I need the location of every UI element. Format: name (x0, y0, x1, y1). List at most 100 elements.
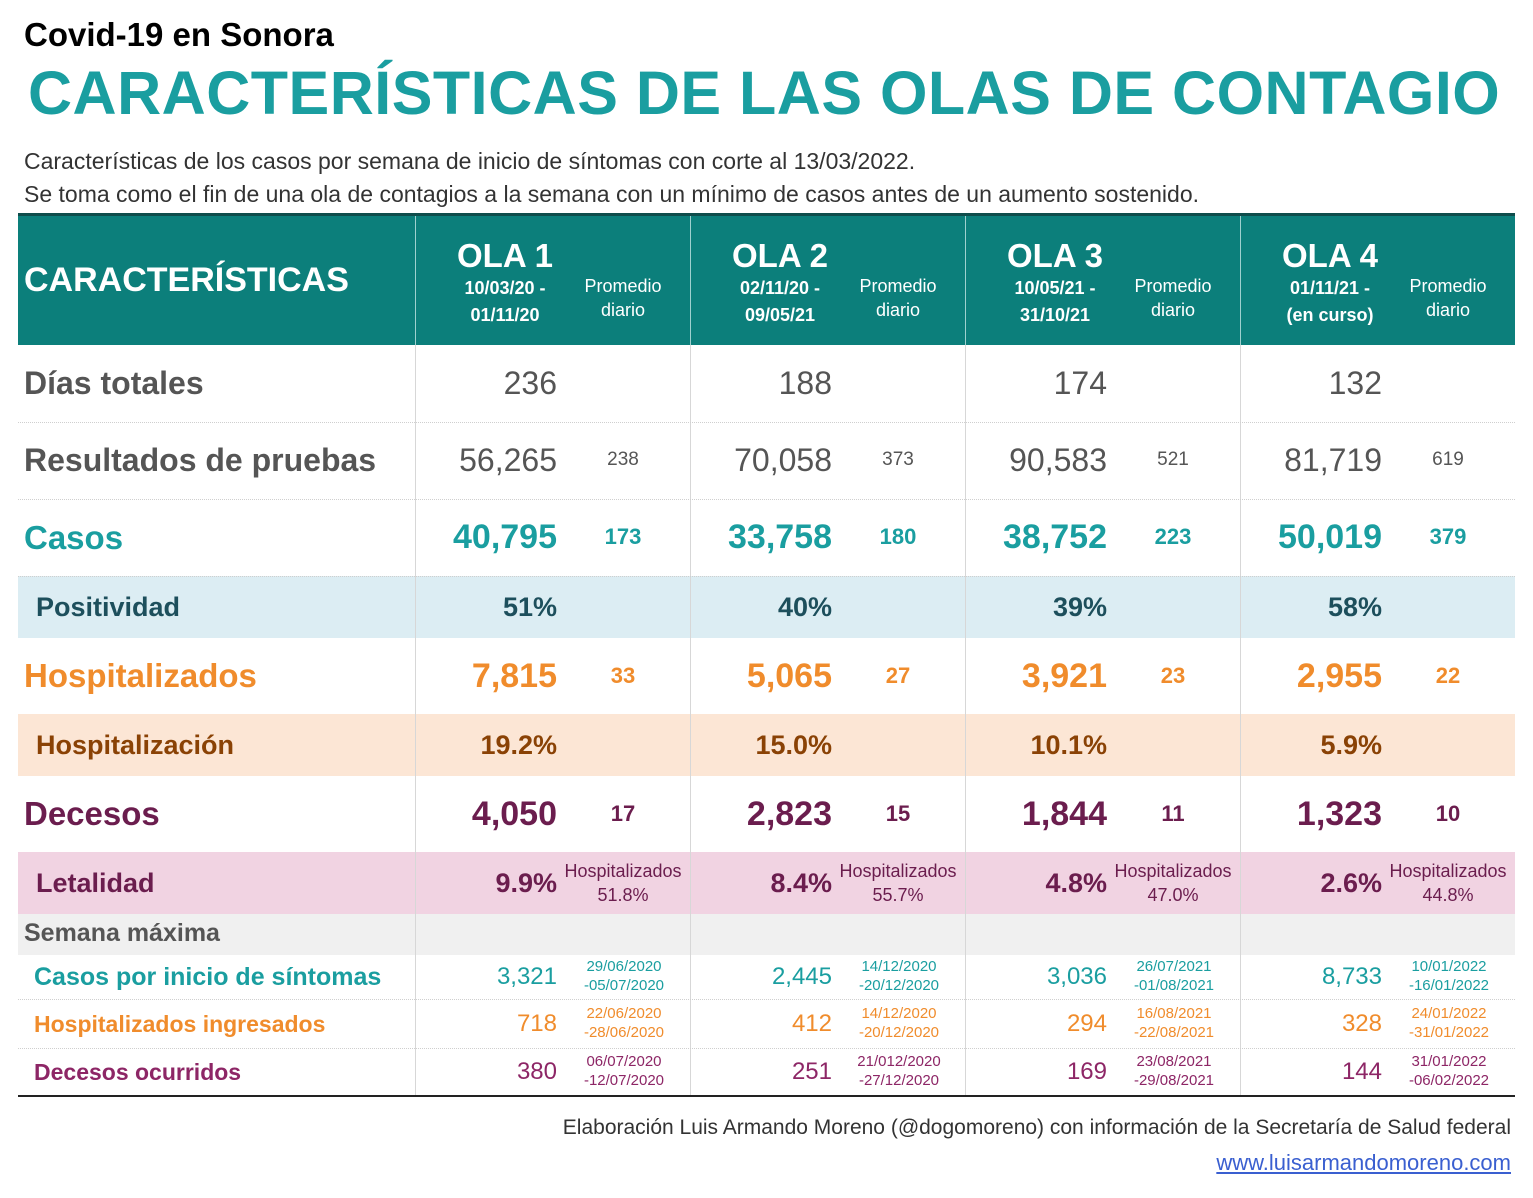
daily-average-decesos: 17 (610, 800, 636, 826)
wave-name: OLA 4 (1282, 237, 1378, 274)
value-hosp: 3,921 (1021, 656, 1107, 695)
value-casos: 40,795 (453, 518, 557, 557)
column-divider (1240, 216, 1241, 345)
letalidad-hosp-label: Hospitalizados (564, 861, 682, 881)
value-max_dec: 144 (1341, 1058, 1382, 1085)
wave-dates-end: 01/11/20 (470, 305, 540, 325)
value-pruebas: 81,719 (1284, 442, 1382, 479)
row-label-letalidad: Letalidad (36, 867, 155, 898)
letalidad-hosp-label: Hospitalizados (839, 861, 957, 881)
week-end-date: -01/08/2021 (1133, 977, 1215, 994)
row-separator (18, 422, 1515, 423)
value-decesos: 2,823 (746, 794, 832, 833)
column-divider (415, 345, 416, 1096)
value-hosp: 7,815 (471, 656, 557, 695)
week-start-date: 06/07/2020 (586, 1053, 662, 1070)
value-max_hosp: 718 (516, 1009, 557, 1037)
week-start-date: 16/08/2021 (1136, 1004, 1212, 1022)
value-letalidad: 9.9% (495, 867, 557, 898)
wave-name: OLA 2 (732, 237, 828, 274)
value-letalidad: 8.4% (770, 867, 832, 898)
column-divider (965, 216, 966, 345)
main-title: CARACTERÍSTICAS DE LAS OLAS DE CONTAGIO (28, 59, 1501, 127)
row-label-positividad: Positividad (36, 591, 181, 622)
value-max_casos: 8,733 (1321, 963, 1382, 990)
table-bottom-rule (18, 1095, 1515, 1097)
row-separator (18, 499, 1515, 500)
value-dias: 174 (1053, 365, 1107, 402)
wave-dates-start: 02/11/20 - (739, 278, 821, 298)
week-start-date: 14/12/2020 (861, 958, 937, 975)
row-separator (18, 576, 1515, 577)
header-characteristics: CARACTERÍSTICAS (24, 261, 349, 299)
week-start-date: 29/06/2020 (586, 958, 662, 975)
value-max_dec: 251 (791, 1058, 832, 1085)
value-decesos: 1,844 (1021, 794, 1107, 833)
value-max_casos: 3,036 (1046, 963, 1107, 990)
value-pruebas: 56,265 (459, 442, 557, 479)
value-casos: 50,019 (1278, 518, 1382, 557)
week-end-date: -29/08/2021 (1133, 1072, 1215, 1089)
daily-average-pruebas: 619 (1432, 449, 1464, 471)
waves-table: CARACTERÍSTICAS OLA 1 10/03/20 - 01/11/20 P… (18, 213, 1515, 1098)
daily-average-hosp: 27 (885, 662, 911, 688)
value-dias: 132 (1328, 365, 1382, 402)
column-divider (1240, 345, 1241, 1096)
week-end-date: -22/08/2021 (1133, 1023, 1215, 1041)
week-end-date: -20/12/2020 (858, 977, 940, 994)
row-label-hospitalizacion: Hospitalización (36, 729, 235, 760)
week-start-date: 22/06/2020 (586, 1004, 662, 1022)
footer-link[interactable]: www.luisarmandomoreno.com (1216, 1150, 1511, 1175)
wave-dates-start: 10/05/21 - (1014, 278, 1096, 298)
week-start-date: 24/01/2022 (1411, 1004, 1487, 1022)
row-label-pruebas: Resultados de pruebas (24, 442, 377, 479)
week-end-date: -05/07/2020 (583, 977, 665, 994)
value-dias: 188 (778, 365, 832, 402)
row-separator (18, 1048, 1515, 1049)
week-start-date: 23/08/2021 (1136, 1053, 1212, 1070)
value-hospitalizacion: 10.1% (1030, 729, 1107, 760)
row-background (18, 914, 1515, 955)
value-dias: 236 (503, 365, 557, 402)
value-pruebas: 90,583 (1009, 442, 1107, 479)
subtitle-cutoff: Características de los casos por semana … (24, 148, 916, 174)
value-positividad: 58% (1327, 591, 1382, 622)
week-end-date: -27/12/2020 (858, 1072, 940, 1089)
promedio-label: Promedio (1134, 276, 1212, 296)
week-start-date: 26/07/2021 (1136, 958, 1212, 975)
daily-average-casos: 180 (879, 524, 917, 550)
value-hosp: 5,065 (746, 656, 832, 695)
column-divider (415, 216, 416, 345)
row-label-max_dec: Decesos ocurridos (34, 1059, 242, 1085)
promedio-label: Promedio (859, 276, 937, 296)
value-hospitalizacion: 15.0% (755, 729, 832, 760)
week-end-date: -06/02/2022 (1408, 1072, 1490, 1089)
week-end-date: -28/06/2020 (583, 1023, 665, 1041)
value-pruebas: 70,058 (734, 442, 832, 479)
column-divider (690, 216, 691, 345)
promedio-label: Promedio (1409, 276, 1487, 296)
week-start-date: 10/01/2022 (1411, 958, 1487, 975)
wave-dates-end: 31/10/21 (1019, 305, 1091, 325)
table-header (18, 213, 1515, 345)
value-max_casos: 3,321 (496, 963, 557, 990)
value-casos: 33,758 (728, 518, 832, 557)
wave-dates-start: 01/11/21 - (1289, 278, 1371, 298)
row-label-decesos: Decesos (24, 795, 160, 833)
promedio-label: diario (875, 300, 921, 320)
week-start-date: 14/12/2020 (861, 1004, 937, 1022)
daily-average-decesos: 11 (1161, 800, 1185, 826)
daily-average-casos: 379 (1429, 524, 1467, 550)
daily-average-pruebas: 238 (607, 449, 639, 471)
value-positividad: 39% (1052, 591, 1107, 622)
row-label-max_hosp: Hospitalizados ingresados (34, 1010, 326, 1037)
wave-name: OLA 1 (457, 237, 553, 274)
promedio-label: diario (1425, 300, 1471, 320)
row-background (18, 576, 1515, 638)
week-start-date: 31/01/2022 (1411, 1053, 1487, 1070)
row-label-casos: Casos (24, 518, 124, 556)
daily-average-decesos: 15 (885, 800, 911, 826)
daily-average-hosp: 23 (1160, 662, 1186, 688)
promedio-label: diario (600, 300, 646, 320)
value-max_hosp: 294 (1066, 1009, 1107, 1037)
